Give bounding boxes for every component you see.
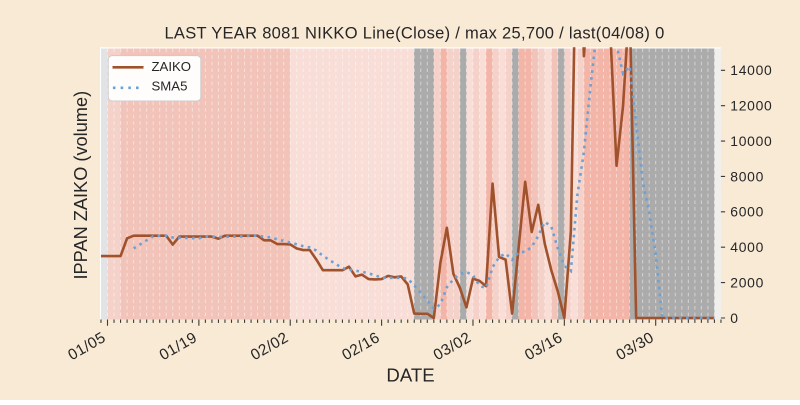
svg-text:8000: 8000: [730, 168, 764, 184]
svg-text:DATE: DATE: [386, 364, 434, 385]
svg-text:IPPAN ZAIKO (volume): IPPAN ZAIKO (volume): [71, 91, 91, 280]
svg-text:LAST YEAR 8081 NIKKO Line(Clos: LAST YEAR 8081 NIKKO Line(Close) / max 2…: [164, 25, 664, 43]
svg-text:ZAIKO: ZAIKO: [152, 59, 192, 74]
svg-text:0: 0: [730, 310, 738, 326]
svg-text:12000: 12000: [730, 98, 772, 114]
svg-text:6000: 6000: [730, 204, 764, 220]
svg-text:SMA5: SMA5: [152, 79, 188, 94]
svg-text:2000: 2000: [730, 275, 764, 291]
svg-text:4000: 4000: [730, 239, 764, 255]
svg-text:10000: 10000: [730, 133, 772, 149]
svg-text:14000: 14000: [730, 62, 772, 78]
